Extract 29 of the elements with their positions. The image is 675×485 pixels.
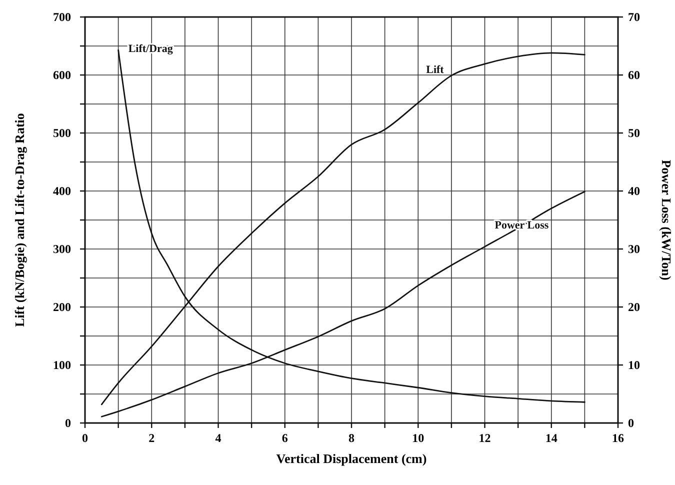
y2-tick-label: 40 [628, 184, 640, 198]
y-tick-label: 300 [53, 242, 71, 256]
x-tick-label: 2 [148, 431, 155, 445]
series-label: Lift [426, 64, 444, 76]
y2-tick-label: 20 [628, 300, 640, 314]
y-tick-label: 100 [53, 358, 71, 372]
y2-tick-label: 60 [628, 68, 640, 82]
y2-tick-label: 70 [628, 10, 640, 24]
y2-tick-label: 30 [628, 242, 640, 256]
y2-tick-label: 10 [628, 358, 640, 372]
y2-axis-title: Power Loss (kW/Ton) [659, 160, 674, 280]
y-tick-label: 600 [53, 68, 71, 82]
x-tick-label: 6 [282, 431, 288, 445]
y-tick-label: 500 [53, 126, 71, 140]
x-tick-label: 16 [612, 431, 624, 445]
x-tick-label: 8 [348, 431, 354, 445]
y-tick-label: 200 [53, 300, 71, 314]
y-tick-label: 400 [53, 184, 71, 198]
x-axis-title: Vertical Displacement (cm) [276, 451, 427, 466]
x-tick-label: 14 [545, 431, 558, 445]
x-tick-label: 12 [478, 431, 491, 445]
y2-tick-label: 0 [628, 416, 634, 430]
y2-tick-label: 50 [628, 126, 640, 140]
y-axis-title: Lift (kN/Bogie) and Lift-to-Drag Ratio [12, 113, 27, 327]
x-tick-label: 4 [215, 431, 222, 445]
x-tick-label: 0 [82, 431, 88, 445]
y-tick-label: 0 [65, 416, 71, 430]
x-tick-label: 10 [412, 431, 424, 445]
y-tick-label: 700 [53, 10, 71, 24]
